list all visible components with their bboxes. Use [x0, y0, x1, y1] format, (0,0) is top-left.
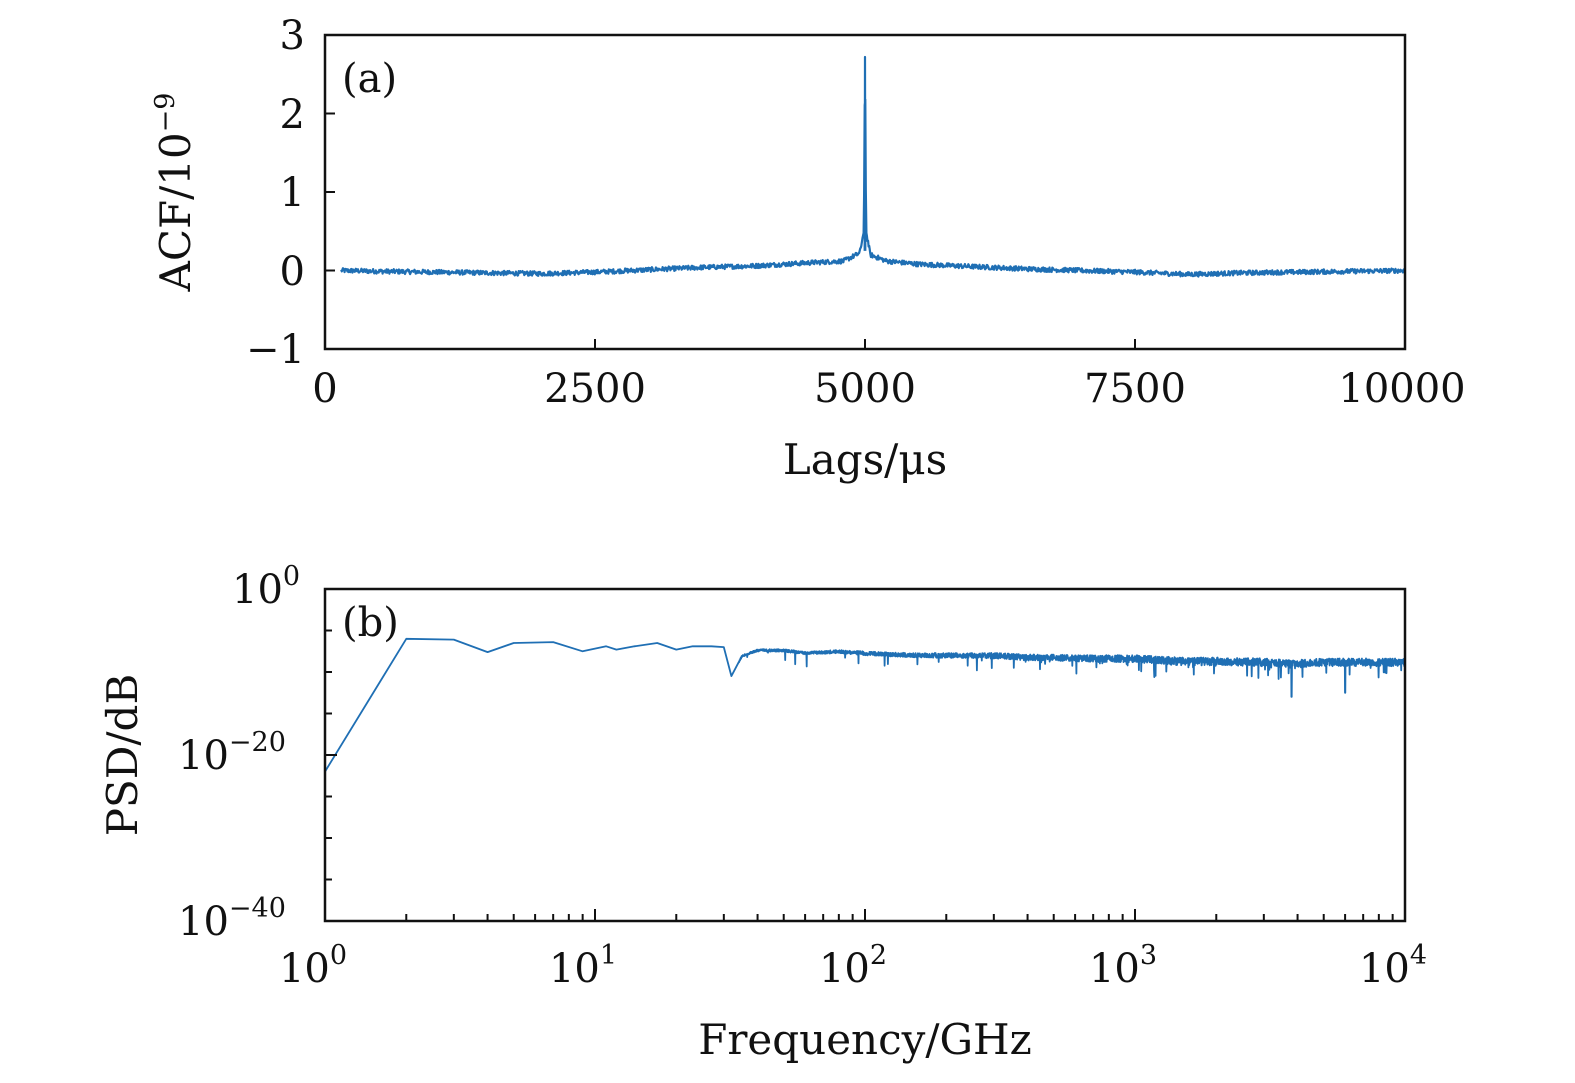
panel-b-xtick-label: 100	[279, 940, 347, 992]
panel-a-ytick-label: 0	[280, 249, 305, 295]
panel-a-ytick-label: −1	[246, 327, 305, 373]
panel-a-series	[340, 55, 1406, 278]
panel-b-ticks	[324, 588, 1406, 922]
panel-b-xtick-exponent: 2	[870, 940, 887, 971]
panel-a-ytick-label: 2	[280, 92, 305, 138]
panel-b-xtick-base: 10	[1089, 946, 1140, 992]
panel-b-ytick-base: 10	[178, 733, 229, 779]
panel-a-xtick-label: 7500	[1084, 366, 1186, 412]
panel-b-xtick-exponent: 0	[330, 940, 347, 971]
panel-b-xtick-label: 101	[549, 940, 617, 992]
panel-a-xtick-label: 5000	[814, 366, 916, 412]
panel-b: (b) 100 10−20 10−40 100 101 102 103 104 …	[98, 561, 1427, 1064]
panel-b-xtick-base: 10	[819, 946, 870, 992]
panel-a-label: (a)	[342, 56, 397, 102]
panel-a-xtick-label: 0	[312, 366, 337, 412]
panel-a-ytick-label: 1	[280, 170, 305, 216]
panel-b-xtick-base: 10	[1359, 946, 1410, 992]
panel-b-xtick-base: 10	[549, 946, 600, 992]
panel-a-ylabel-base: ACF/10	[151, 132, 200, 292]
panel-b-ytick-exponent: −20	[229, 727, 286, 758]
panel-a-ylabel-exponent: −9	[150, 92, 181, 132]
panel-b-ytick-base: 10	[178, 899, 229, 945]
panel-b-xtick-exponent: 1	[600, 940, 617, 971]
panel-b-ytick-label: 10−40	[178, 893, 286, 945]
panel-b-ytick-label: 10−20	[178, 727, 286, 779]
panel-a-ylabel: ACF/10−9	[150, 92, 200, 292]
panel-a-series-line	[340, 55, 1406, 278]
panel-b-series-line	[324, 637, 1406, 773]
panel-b-xtick-exponent: 4	[1410, 940, 1427, 971]
panel-a-ytick-label: 3	[280, 13, 305, 59]
panel-a-xtick-label: 2500	[544, 366, 646, 412]
panel-a: (a) −1 0 1 2 3 0 2500 5000 7500 10000 La…	[150, 13, 1466, 484]
panel-b-xtick-base: 10	[279, 946, 330, 992]
panel-b-xtick-label: 103	[1089, 940, 1157, 992]
panel-b-xtick-exponent: 3	[1140, 940, 1157, 971]
panel-b-frame	[323, 587, 1407, 923]
panel-b-label: (b)	[342, 600, 399, 646]
panel-b-ytick-exponent: −40	[229, 893, 286, 924]
panel-b-xtick-label: 102	[819, 940, 887, 992]
panel-b-ytick-base: 10	[232, 567, 283, 613]
panel-b-ytick-exponent: 0	[283, 561, 300, 592]
panel-b-ylabel: PSD/dB	[98, 674, 147, 837]
panel-a-ticks	[324, 34, 1406, 350]
panel-b-xlabel: Frequency/GHz	[698, 1015, 1032, 1064]
panel-b-ytick-label: 100	[232, 561, 300, 613]
panel-b-xtick-label: 104	[1359, 940, 1427, 992]
panel-a-xlabel: Lags/μs	[783, 435, 947, 484]
panel-a-xtick-label: 10000	[1338, 366, 1465, 412]
panel-b-series	[324, 637, 1406, 773]
